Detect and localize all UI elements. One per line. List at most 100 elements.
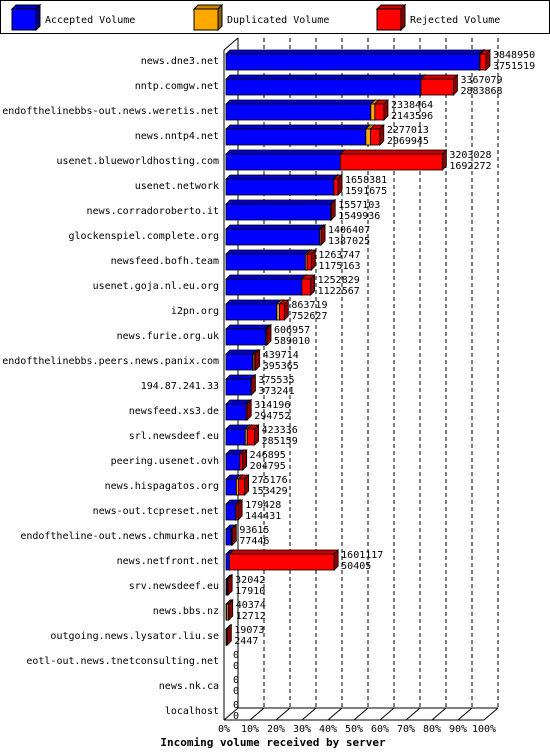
value-label-total: 40374 (236, 600, 266, 611)
bar-row (225, 449, 248, 471)
value-label-total: 606957 (274, 325, 310, 336)
category-label: nntp.comgw.net (135, 81, 219, 92)
value-label-accepted: 1591675 (345, 186, 387, 197)
value-label-total: 19073 (234, 625, 264, 636)
x-tick-label: 80% (423, 724, 441, 735)
bar-rejected (238, 449, 248, 471)
bar-row (225, 349, 261, 371)
bar-accepted (225, 224, 325, 246)
bar-row (225, 299, 290, 321)
value-label-total: 3848950 (493, 50, 535, 61)
value-label-accepted: 294752 (254, 411, 290, 422)
bar-rejected (253, 349, 261, 371)
value-label-accepted: 12712 (236, 611, 266, 622)
bar-row (225, 474, 250, 496)
value-label-accepted: 3751519 (493, 61, 535, 72)
value-label-total: 1658381 (345, 175, 387, 186)
bar-rejected (235, 499, 244, 521)
x-tick-depth (275, 707, 291, 721)
legend-accepted-label: Accepted Volume (45, 15, 135, 26)
x-tick-depth (457, 707, 473, 721)
bar-accepted (225, 274, 307, 296)
value-label-accepted: 285159 (262, 436, 298, 447)
value-label-accepted: 153429 (252, 486, 288, 497)
value-label-accepted: 50405 (341, 561, 371, 572)
legend-rejected-swatch-side (400, 3, 406, 32)
value-label-accepted: 1692272 (449, 161, 491, 172)
value-label-accepted: 1122567 (318, 286, 360, 297)
category-label: peering.usenet.ovh (111, 456, 219, 467)
value-label-accepted: 373241 (258, 386, 294, 397)
category-label: news.corradoroberto.it (87, 206, 219, 217)
bar-accepted (225, 74, 426, 96)
bar-rejected (246, 424, 260, 446)
bar-accepted (225, 299, 282, 321)
value-label-total: 423336 (262, 425, 298, 436)
value-label-total: 246895 (250, 450, 286, 461)
x-tick-depth (431, 707, 447, 721)
category-label: news.nk.ca (159, 681, 219, 692)
x-tick-label: 60% (371, 724, 389, 735)
bar-rejected (227, 599, 234, 621)
category-label: news.hispagatos.org (105, 481, 219, 492)
legend-accepted-swatch (11, 8, 37, 31)
category-label: 194.87.241.33 (141, 381, 219, 392)
legend-accepted-swatch-side (35, 3, 41, 32)
value-label-total: 0 (233, 700, 239, 711)
bar-rejected (419, 74, 459, 96)
category-label: usenet.goja.nl.eu.org (93, 281, 219, 292)
bar-row (225, 599, 234, 621)
x-tick-depth (249, 707, 265, 721)
x-tick-depth (301, 707, 317, 721)
value-label-accepted: 2143596 (391, 111, 433, 122)
bar-accepted (225, 174, 339, 196)
value-label-accepted: 0 (233, 711, 239, 722)
bar-rejected (278, 299, 290, 321)
bar-accepted (225, 349, 258, 371)
bar-rejected (237, 474, 250, 496)
value-label-total: 1263747 (318, 250, 360, 261)
legend-duplicated: Duplicated Volume (192, 3, 329, 32)
x-tick-depth (353, 707, 369, 721)
category-label: news.netfront.net (117, 556, 219, 567)
x-tick-label: 10% (241, 724, 259, 735)
bar-row (225, 124, 385, 146)
x-tick-label: 30% (293, 724, 311, 735)
bar-rejected (250, 374, 257, 396)
bar-rejected (226, 574, 234, 596)
bar-row (225, 274, 316, 296)
legend-box (0, 0, 550, 34)
category-label: srv.newsdeef.eu (129, 581, 219, 592)
x-tick-depth (379, 707, 395, 721)
bar-accepted (225, 124, 371, 146)
value-label-total: 375535 (258, 375, 294, 386)
bar-accepted (225, 324, 271, 346)
legend-duplicated-swatch-top (192, 4, 224, 10)
value-label-total: 1601117 (341, 550, 383, 561)
bar-rejected (320, 224, 326, 246)
category-label: news.bbs.nz (153, 606, 219, 617)
category-label: newsfeed.bofh.team (111, 256, 219, 267)
bar-row (225, 574, 234, 596)
bar-row (225, 224, 326, 246)
value-label-accepted: 204795 (250, 461, 286, 472)
bar-accepted (225, 449, 245, 471)
category-label: endofthelinebbs-out.news.weretis.net (2, 106, 219, 117)
category-label: news.dne3.net (141, 56, 219, 67)
bar-rejected (230, 524, 238, 546)
bar-accepted (225, 249, 311, 271)
bar-rejected (330, 199, 337, 221)
x-tick-label: 40% (319, 724, 337, 735)
bar-rejected (228, 549, 340, 571)
bar-rejected (244, 399, 253, 421)
bar-accepted (225, 149, 346, 171)
value-label-accepted: 1175163 (318, 261, 360, 272)
legend-accepted-swatch-top (10, 4, 42, 10)
bar-rejected (264, 324, 272, 346)
category-label: i2pn.org (171, 306, 219, 317)
bar-rejected (373, 99, 389, 121)
legend-rejected-label: Rejected Volume (410, 15, 500, 26)
category-label: localhost (165, 706, 219, 717)
legend-duplicated-label: Duplicated Volume (227, 15, 329, 26)
